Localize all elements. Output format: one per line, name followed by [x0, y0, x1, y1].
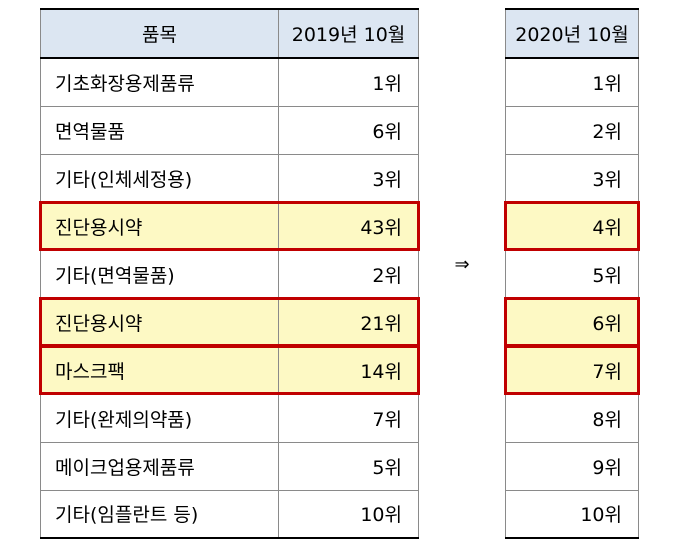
rank-2019-cell: 6위: [278, 105, 419, 155]
item-name-cell: 메이크업용제품류: [40, 441, 279, 491]
table-row: 기타(인체세정용) 3위: [40, 153, 419, 203]
table-header-row: 2020년 10월: [505, 8, 639, 59]
table-row: 기타(면역물품) 2위: [40, 249, 419, 299]
table-row: 7위: [505, 345, 639, 395]
rank-2020-cell: 5위: [505, 249, 639, 299]
table-row: 기초화장용제품류 1위: [40, 57, 419, 107]
table-row: 4위: [505, 201, 639, 251]
table-row: 1위: [505, 57, 639, 107]
header-2019: 2019년 10월: [278, 8, 419, 59]
ranking-table-2020: 2020년 10월 1위 2위 3위 4위 5위 6위 7위 8위 9위 10위: [505, 8, 639, 539]
table-row: 10위: [505, 489, 639, 539]
rank-2019-cell: 43위: [278, 201, 419, 251]
table-row: 5위: [505, 249, 639, 299]
rank-2020-cell: 2위: [505, 105, 639, 155]
ranking-table-2019: 품목 2019년 10월 기초화장용제품류 1위 면역물품 6위 기타(인체세정용) 3위…: [40, 8, 419, 539]
table-row: 8위: [505, 393, 639, 443]
header-2020: 2020년 10월: [505, 8, 639, 59]
table-row: 진단용시약 21위: [40, 297, 419, 347]
rank-2020-cell: 6위: [505, 297, 639, 347]
item-name-cell: 기타(임플란트 등): [40, 489, 279, 539]
table-header-row: 품목 2019년 10월: [40, 8, 419, 59]
table-row: 6위: [505, 297, 639, 347]
rank-2020-cell: 8위: [505, 393, 639, 443]
rank-2020-cell: 10위: [505, 489, 639, 539]
item-name-cell: 면역물품: [40, 105, 279, 155]
rank-2020-cell: 3위: [505, 153, 639, 203]
rank-2019-cell: 10위: [278, 489, 419, 539]
item-name-cell: 기타(인체세정용): [40, 153, 279, 203]
item-name-cell: 진단용시약: [40, 297, 279, 347]
table-row: 3위: [505, 153, 639, 203]
table-row: 메이크업용제품류 5위: [40, 441, 419, 491]
item-name-cell: 기초화장용제품류: [40, 57, 279, 107]
rank-2019-cell: 14위: [278, 345, 419, 395]
rank-2019-cell: 21위: [278, 297, 419, 347]
arrow-icon: ⇒: [454, 254, 470, 275]
rank-2019-cell: 7위: [278, 393, 419, 443]
rank-2019-cell: 2위: [278, 249, 419, 299]
table-row: 기타(완제의약품) 7위: [40, 393, 419, 443]
rank-2020-cell: 9위: [505, 441, 639, 491]
header-item: 품목: [40, 8, 279, 59]
rank-2019-cell: 1위: [278, 57, 419, 107]
rank-2020-cell: 7위: [505, 345, 639, 395]
rank-2019-cell: 5위: [278, 441, 419, 491]
table-row: 마스크팩 14위: [40, 345, 419, 395]
item-name-cell: 마스크팩: [40, 345, 279, 395]
item-name-cell: 기타(면역물품): [40, 249, 279, 299]
table-row: 면역물품 6위: [40, 105, 419, 155]
item-name-cell: 진단용시약: [40, 201, 279, 251]
table-row: 9위: [505, 441, 639, 491]
table-row: 기타(임플란트 등) 10위: [40, 489, 419, 539]
table-row: 진단용시약 43위: [40, 201, 419, 251]
rank-2019-cell: 3위: [278, 153, 419, 203]
item-name-cell: 기타(완제의약품): [40, 393, 279, 443]
table-row: 2위: [505, 105, 639, 155]
rank-2020-cell: 1위: [505, 57, 639, 107]
rank-2020-cell: 4위: [505, 201, 639, 251]
